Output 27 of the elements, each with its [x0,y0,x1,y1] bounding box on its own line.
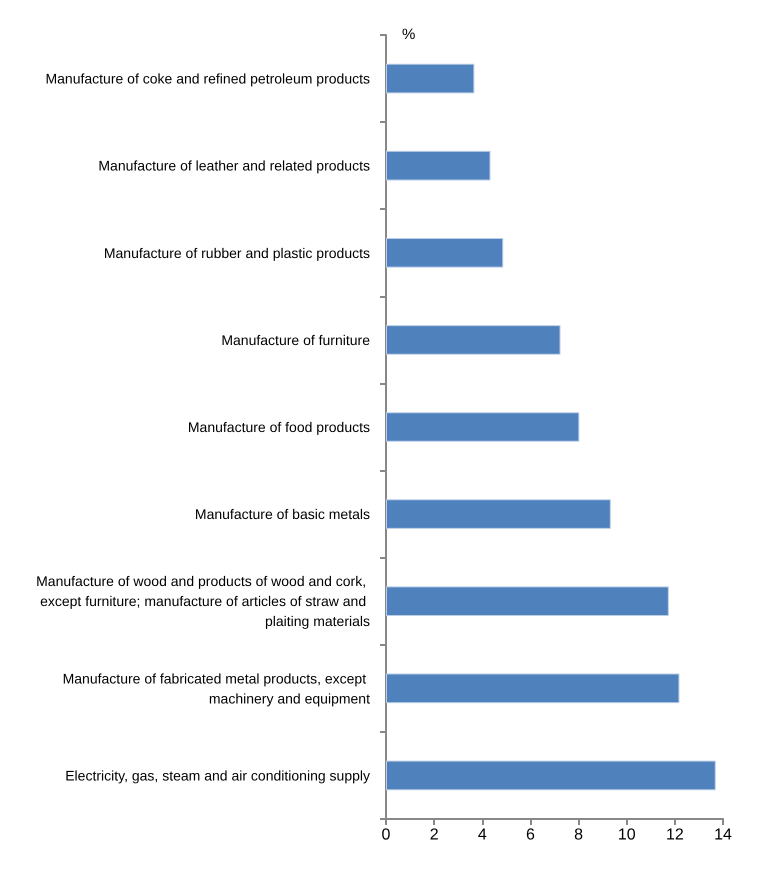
bar [386,64,474,94]
x-tick-label: 12 [666,826,684,844]
y-tick-label: Manufacture of basic metals [194,506,370,522]
bar [386,412,580,442]
x-tick-label: 10 [618,826,636,844]
y-tick-label: Manufacture of furniture [221,332,370,348]
bar [386,586,669,616]
x-axis-title: % [402,26,416,43]
x-tick-label: 0 [382,826,391,844]
bar [386,238,504,268]
y-tick-label: Manufacture of food products [188,419,370,435]
bar [386,499,611,529]
x-tick-label: 8 [574,826,584,844]
y-tick-label: Manufacture of fabricated metal products, except machinery and equipment [62,670,370,706]
y-tick-label: Electricity, gas, steam and air conditioning supply [65,767,370,784]
x-tick-label: 4 [478,826,487,844]
x-tick-label: 2 [430,826,439,844]
y-tick-label: Manufacture of rubber and plastic products [104,244,370,261]
y-tick-label: Manufacture of wood and products of wood and cork, except furniture; manufacture of articles of straw and plaiting materials [36,573,370,630]
bar [386,325,561,355]
x-tick-label: 14 [714,826,732,844]
y-tick-label: Manufacture of coke and refined petroleum products [45,70,370,87]
x-tick-label: 6 [526,826,535,844]
bar [386,674,680,704]
bar [386,150,490,180]
bar [386,760,716,790]
y-tick-label: Manufacture of leather and related products [98,158,370,174]
